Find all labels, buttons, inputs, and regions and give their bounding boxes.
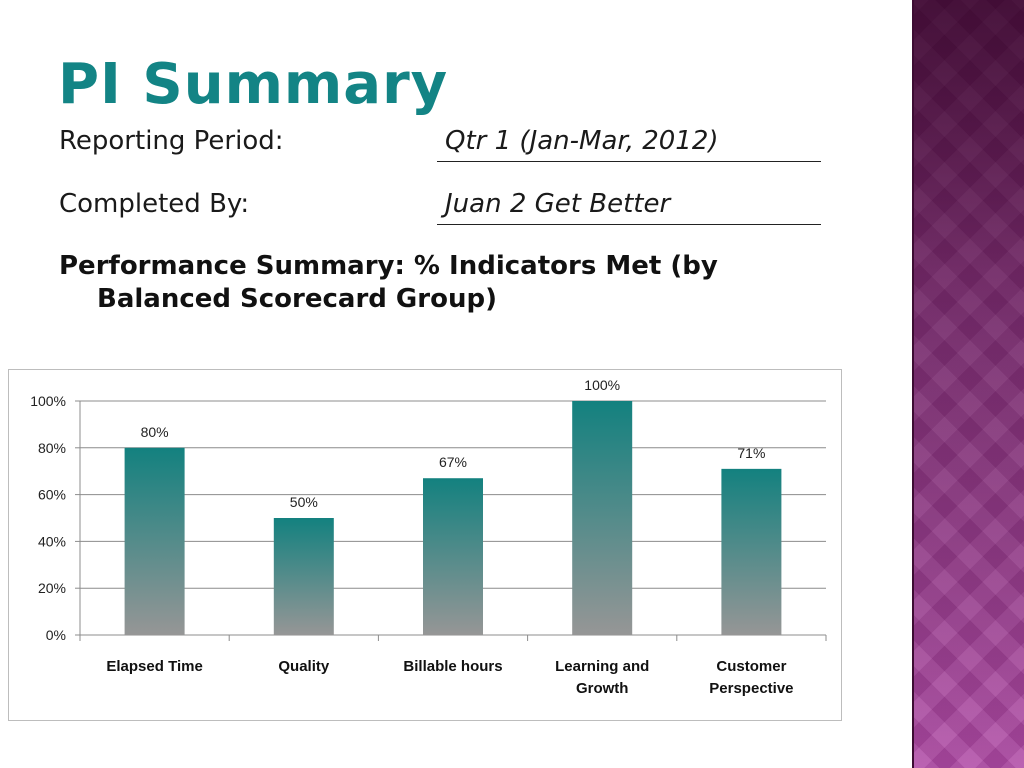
y-tick-label: 40% bbox=[38, 533, 66, 549]
x-category-label: Growth bbox=[576, 680, 629, 697]
bar-chart: 0% 20% 40% 60% 80% 100% 80% Elapsed Time 50% Qual… bbox=[8, 369, 842, 721]
y-tick-label: 60% bbox=[38, 487, 66, 503]
reporting-period-value: Qtr 1 (Jan-Mar, 2012) bbox=[437, 126, 821, 162]
completed-by-value: Juan 2 Get Better bbox=[437, 189, 821, 225]
bar bbox=[423, 478, 483, 635]
data-label: 67% bbox=[439, 454, 467, 470]
x-category-label: Billable hours bbox=[403, 658, 502, 675]
performance-summary-heading: Performance Summary: % Indicators Met (b… bbox=[59, 251, 718, 314]
x-category-label: Elapsed Time bbox=[106, 658, 202, 675]
chart-bars bbox=[124, 401, 782, 635]
y-tick-label: 100% bbox=[30, 393, 66, 409]
completed-by-label: Completed By: bbox=[59, 189, 250, 219]
slide-title: PI Summary bbox=[58, 52, 449, 117]
y-tick-label: 20% bbox=[38, 580, 66, 596]
chart-labels: 0% 20% 40% 60% 80% 100% 80% Elapsed Time 50% Qual… bbox=[30, 377, 793, 697]
bar bbox=[572, 401, 633, 635]
data-label: 71% bbox=[737, 445, 765, 461]
reporting-period-label: Reporting Period: bbox=[59, 126, 284, 156]
bar bbox=[721, 468, 782, 635]
y-tick-label: 0% bbox=[46, 627, 66, 643]
x-category-label: Learning and bbox=[555, 658, 649, 675]
data-label: 80% bbox=[141, 424, 169, 440]
bar-chart-svg: 0% 20% 40% 60% 80% 100% 80% Elapsed Time 50% Qual… bbox=[30, 377, 827, 697]
bar bbox=[124, 447, 185, 635]
bar bbox=[273, 518, 334, 635]
data-label: 100% bbox=[584, 377, 620, 393]
y-tick-label: 80% bbox=[38, 440, 66, 456]
x-category-label: Quality bbox=[278, 658, 330, 675]
data-label: 50% bbox=[290, 494, 318, 510]
x-category-label: Customer bbox=[716, 658, 786, 675]
decorative-side-band bbox=[912, 0, 1024, 768]
x-category-label: Perspective bbox=[709, 680, 793, 697]
